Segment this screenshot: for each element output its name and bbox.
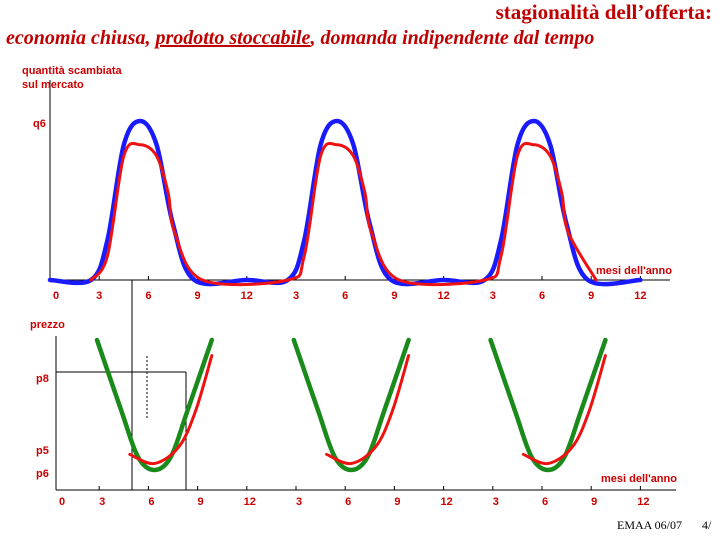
bottom-x-tick-label: 12	[440, 496, 452, 508]
top-x-tick-label: 6	[342, 290, 348, 302]
bottom-series-red-line	[521, 354, 607, 466]
title-line-2: economia chiusa, prodotto stoccabile, do…	[6, 27, 594, 50]
bottom-series-green-line	[488, 337, 608, 473]
top-series-red-line	[89, 141, 598, 287]
top-x-tick-label: 12	[634, 290, 646, 302]
bottom-x-tick-label: 9	[394, 496, 400, 508]
top-x-tick-label: 9	[391, 290, 397, 302]
bottom-x-tick-label: 9	[591, 496, 597, 508]
top-y-tick-label: q6	[33, 118, 46, 130]
bottom-series-green-line	[291, 337, 411, 473]
top-x-tick-label: 12	[241, 290, 253, 302]
bottom-x-tick-label: 6	[345, 496, 351, 508]
top-series-blue-line	[47, 118, 643, 287]
bottom-y-tick-label-p6: p6	[36, 468, 49, 480]
title-part-1: economia chiusa,	[6, 27, 156, 49]
bottom-x-tick-label: 12	[244, 496, 256, 508]
top-x-tick-label: 3	[96, 290, 102, 302]
bottom-x-tick-label: 12	[637, 496, 649, 508]
bottom-x-tick-label: 9	[198, 496, 204, 508]
title-part-2: , domanda indipendente dal tempo	[310, 27, 595, 49]
bottom-x-tick-label: 0	[59, 496, 65, 508]
footer-page: 4/	[702, 518, 712, 532]
top-ylabel-line-2: sul mercato	[22, 79, 84, 91]
top-x-tick-label: 3	[293, 290, 299, 302]
top-x-tick-label: 0	[53, 290, 59, 302]
bottom-series-red-line	[325, 354, 411, 466]
top-x-tick-label: 6	[145, 290, 151, 302]
title-underlined: prodotto stoccabile	[155, 27, 311, 49]
bottom-ylabel: prezzo	[30, 319, 65, 331]
top-x-tick-label: 9	[588, 290, 594, 302]
top-x-tick-label: 6	[539, 290, 545, 302]
bottom-x-tick-label: 6	[542, 496, 548, 508]
bottom-x-tick-label: 6	[148, 496, 154, 508]
bottom-series-green-line	[94, 337, 215, 473]
bottom-xlabel: mesi dell'anno	[601, 473, 677, 485]
bottom-x-tick-label: 3	[493, 496, 499, 508]
top-ylabel-line-1: quantità scambiata	[22, 65, 123, 77]
bottom-y-tick-label-p8: p8	[36, 373, 49, 385]
top-x-tick-label: 3	[490, 290, 496, 302]
bottom-y-tick-label-p5: p5	[36, 445, 49, 457]
bottom-x-tick-label: 3	[99, 496, 105, 508]
bottom-x-tick-label: 3	[296, 496, 302, 508]
top-xlabel: mesi dell'anno	[596, 265, 672, 277]
footer-code: EMAA 06/07	[617, 518, 683, 532]
top-x-tick-label: 9	[195, 290, 201, 302]
title-line-1: stagionalità dell’offerta:	[495, 0, 712, 24]
bottom-series-red-line	[128, 354, 214, 466]
top-x-tick-label: 12	[437, 290, 449, 302]
